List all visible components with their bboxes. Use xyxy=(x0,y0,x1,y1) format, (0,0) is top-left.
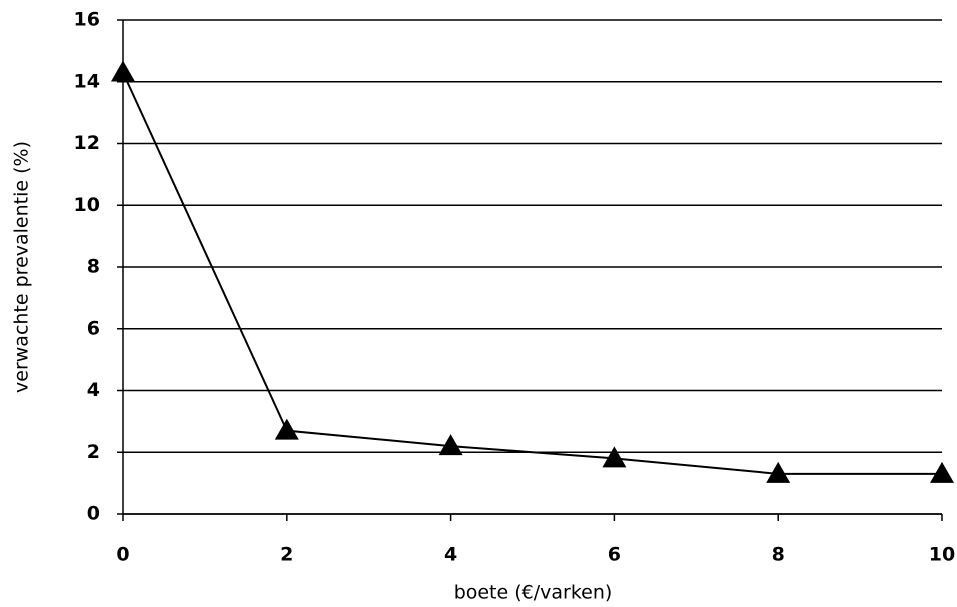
y-tick-label: 4 xyxy=(87,379,100,401)
data-point xyxy=(602,446,627,468)
y-tick-label: 12 xyxy=(74,132,100,154)
y-tick-label: 0 xyxy=(87,503,100,525)
y-tick-label: 2 xyxy=(87,441,100,463)
data-point xyxy=(274,418,299,440)
y-tick-label: 14 xyxy=(74,70,100,92)
y-tick-label: 16 xyxy=(74,9,100,31)
y-tick-label: 6 xyxy=(87,317,100,339)
x-axis-label: boete (€/varken) xyxy=(454,582,613,604)
y-tick-label: 8 xyxy=(87,256,100,278)
y-axis-label: verwachte prevalentie (%) xyxy=(11,141,33,393)
series-line xyxy=(122,72,942,475)
data-point xyxy=(766,461,791,483)
data-point xyxy=(930,461,954,483)
data-point xyxy=(438,434,463,456)
data-point xyxy=(111,60,135,82)
x-tick-label: 6 xyxy=(608,544,621,566)
x-tick-label: 10 xyxy=(929,544,955,566)
x-tick-label: 2 xyxy=(280,544,293,566)
x-tick-label: 4 xyxy=(444,544,457,566)
x-tick-label: 0 xyxy=(116,544,129,566)
y-tick-label: 10 xyxy=(74,194,100,216)
x-tick-label: 8 xyxy=(772,544,785,566)
